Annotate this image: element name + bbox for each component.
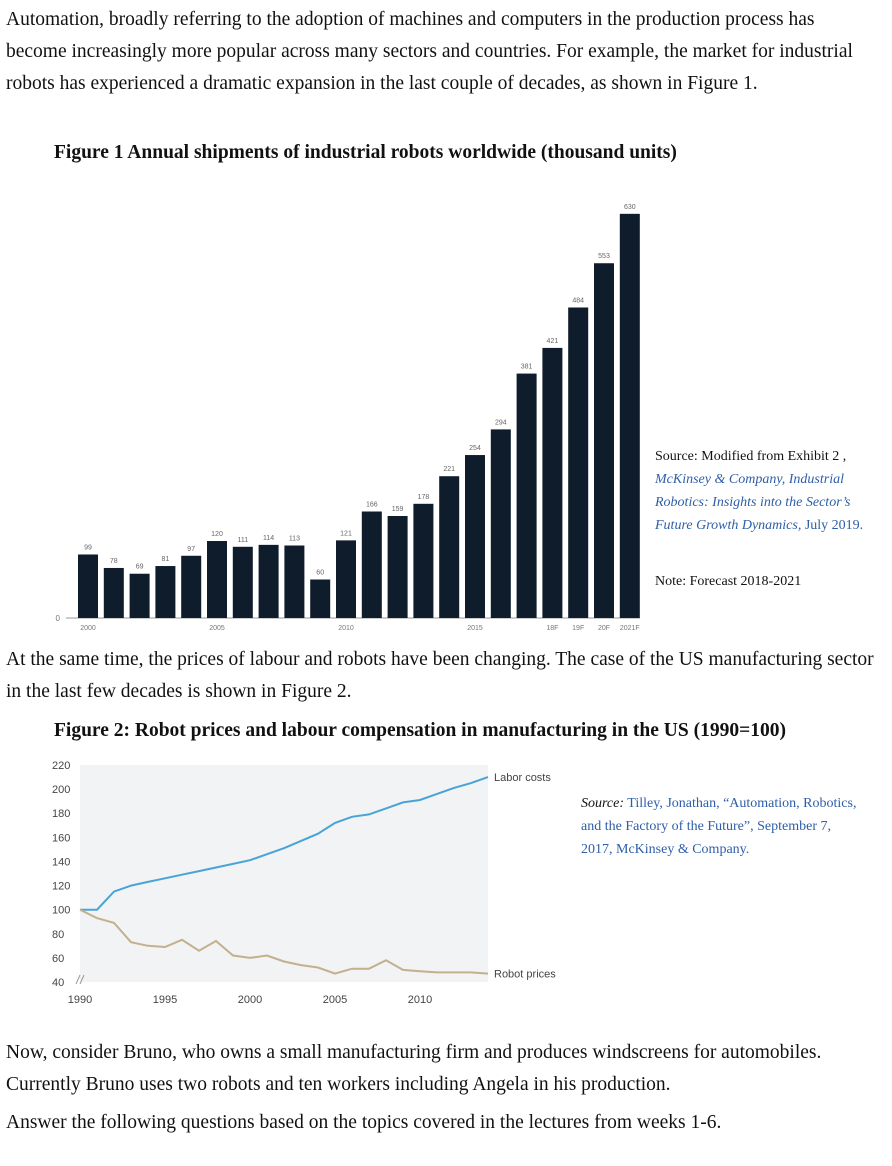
bar-2002 — [129, 573, 150, 618]
bar-2016 — [490, 429, 511, 618]
bar-value-label: 97 — [187, 546, 195, 553]
figure2-source: Source: Tilley, Jonathan, “Automation, R… — [581, 792, 861, 861]
figure1-note: Note: Forecast 2018-2021 — [655, 574, 802, 589]
bar-18F — [542, 347, 563, 618]
series-line-labor-costs — [80, 776, 489, 911]
y-tick-label: 40 — [52, 977, 64, 989]
x-tick-label: 2015 — [467, 625, 483, 632]
x-tick-label: 2010 — [338, 625, 354, 632]
axis-break-mark — [75, 974, 85, 985]
bar-2009 — [310, 579, 331, 618]
figure2-source-label: Source: — [581, 796, 625, 811]
bar-value-label: 159 — [392, 506, 404, 513]
bar-value-label: 166 — [366, 502, 378, 509]
bar-value-label: 99 — [84, 544, 92, 551]
y-tick-label: 180 — [52, 808, 70, 820]
y-tick-label: 200 — [52, 784, 70, 796]
y-tick-label: 220 — [52, 760, 70, 772]
bar-value-label: 484 — [572, 297, 584, 304]
bar-2017 — [516, 373, 537, 618]
bar-value-label: 254 — [469, 445, 481, 452]
bar-value-label: 630 — [624, 204, 636, 211]
bar-value-label: 111 — [237, 537, 248, 544]
y-tick-label: 140 — [52, 856, 70, 868]
x-tick-label: 2000 — [80, 625, 96, 632]
bar-value-label: 78 — [110, 558, 118, 565]
series-label: Labor costs — [494, 772, 551, 784]
figure2-line-chart: 40 60 80 100 120 140 160 180 200 220 1990 1995 2000 2… — [52, 760, 556, 1006]
x-tick-label: 18F — [546, 625, 558, 632]
figure1-title: Figure 1 Annual shipments of industrial … — [54, 142, 677, 163]
figure1-source-link[interactable]: McKinsey & Company, Industrial Robotics:… — [655, 472, 851, 533]
bar-value-label: 60 — [316, 570, 324, 577]
bar-2013 — [413, 503, 434, 618]
bar-2021F — [619, 213, 640, 619]
x-tick-label: 2010 — [408, 994, 432, 1006]
intro-paragraph: Automation, broadly referring to the ado… — [6, 9, 853, 94]
bar-19F — [568, 307, 589, 618]
y-tick-label: 80 — [52, 929, 64, 941]
bar-value-label: 121 — [340, 530, 352, 537]
x-tick-label: 2005 — [323, 994, 347, 1006]
y-tick-label: 0 — [56, 614, 61, 623]
bar-value-label: 553 — [598, 253, 610, 260]
bar-2015 — [465, 455, 485, 618]
bar-2005 — [207, 541, 227, 618]
x-tick-label: 2000 — [238, 994, 262, 1006]
bar-value-label: 81 — [162, 556, 170, 563]
x-tick-label: 2021F — [620, 625, 640, 632]
bar-value-label: 178 — [418, 494, 430, 501]
bar-2012 — [387, 515, 408, 618]
question-paragraph: Answer the following questions based on … — [6, 1112, 722, 1133]
bar-2004 — [181, 555, 202, 618]
figure1-source-prefix: Source: Modified from Exhibit 2 , — [655, 449, 847, 464]
bar-2008 — [284, 545, 305, 618]
x-tick-label: 1990 — [68, 994, 92, 1006]
bar-2011 — [361, 511, 382, 618]
y-tick-label: 160 — [52, 832, 70, 844]
bar-2000 — [78, 554, 98, 618]
x-tick-label: 20F — [598, 625, 610, 632]
x-tick-label: 19F — [572, 625, 584, 632]
series-label: Robot prices — [494, 969, 556, 981]
bar-2007 — [258, 544, 279, 618]
bar-value-label: 294 — [495, 419, 507, 426]
figure2-source-text: Tilley, Jonathan, “Automation, Robotics,… — [581, 796, 857, 857]
bar-2010 — [336, 540, 356, 618]
bar-value-label: 381 — [521, 364, 533, 371]
bar-2003 — [155, 566, 176, 618]
x-tick-label: 2005 — [209, 625, 225, 632]
bar-value-label: 221 — [443, 466, 455, 473]
figure1-source: Source: Modified from Exhibit 2 , McKins… — [655, 445, 865, 537]
middle-paragraph: At the same time, the prices of labour a… — [6, 649, 874, 702]
bar-value-label: 113 — [289, 536, 300, 543]
bar-value-label: 114 — [263, 535, 274, 542]
figure1-bar-chart: 0 99 78 69 81 97 120 111 114 113 60 121 166 159 178 221… — [56, 204, 640, 632]
bar-value-label: 120 — [211, 531, 223, 538]
y-tick-label: 120 — [52, 881, 70, 893]
bar-2006 — [232, 546, 253, 618]
bar-value-label: 69 — [136, 564, 144, 571]
x-tick-label: 1995 — [153, 994, 177, 1006]
series-line-robot-prices — [79, 908, 489, 975]
y-tick-label: 100 — [52, 905, 70, 917]
bar-value-label: 421 — [547, 338, 559, 345]
bar-2001 — [103, 567, 124, 618]
figure2-title: Figure 2: Robot prices and labour compen… — [54, 720, 786, 741]
y-tick-label: 60 — [52, 953, 64, 965]
bar-20F — [594, 263, 614, 618]
bar-2014 — [439, 476, 460, 618]
figure1-source-date: July 2019. — [804, 518, 864, 533]
bruno-paragraph: Now, consider Bruno, who owns a small ma… — [6, 1042, 822, 1095]
